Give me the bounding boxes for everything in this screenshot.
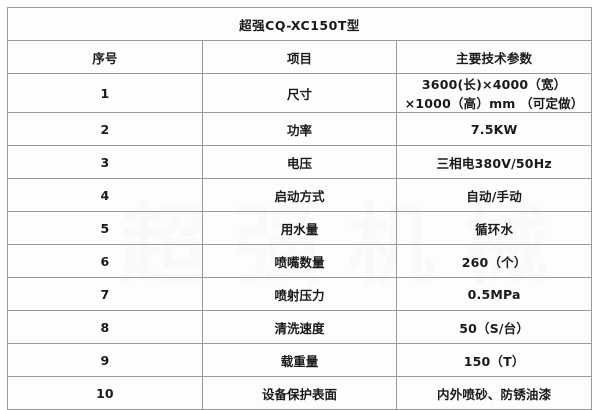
table-row: 5 用水量 循环水 [7, 211, 592, 245]
table-row: 7 喷射压力 0.5MPa [7, 277, 592, 311]
column-header-item: 项目 [201, 40, 398, 74]
row-index: 10 [7, 376, 203, 410]
table-row: 3 电压 三相电380V/50Hz [7, 145, 592, 179]
row-index: 3 [7, 145, 203, 179]
table-row: 6 喷嘴数量 260（个） [7, 244, 592, 278]
row-index: 7 [7, 277, 203, 311]
table-row: 2 功率 7.5KW [7, 112, 592, 146]
table-title-row: 超强CQ-XC150T型 [7, 7, 592, 41]
row-index: 1 [7, 73, 203, 113]
row-item: 清洗速度 [201, 310, 398, 344]
row-value: 0.5MPa [396, 277, 592, 311]
row-item: 用水量 [201, 211, 398, 245]
page-title: 超强CQ-XC150T型 [7, 7, 592, 41]
row-value: 260（个） [396, 244, 592, 278]
row-item: 电压 [201, 145, 398, 179]
column-header-parameters: 主要技术参数 [396, 40, 592, 74]
row-value: 三相电380V/50Hz [396, 145, 592, 179]
spec-table-container: 超强CQ-XC150T型 序号 项目 主要技术参数 1 尺寸 3600(长)×4… [7, 7, 592, 410]
spec-table-body: 超强CQ-XC150T型 序号 项目 主要技术参数 1 尺寸 3600(长)×4… [7, 7, 592, 410]
specification-table: 超强CQ-XC150T型 序号 项目 主要技术参数 1 尺寸 3600(长)×4… [7, 7, 592, 410]
row-value: 7.5KW [396, 112, 592, 146]
table-row: 10 设备保护表面 内外喷砂、防锈油漆 [7, 376, 592, 410]
row-value: 150（T） [396, 343, 592, 377]
row-value: 内外喷砂、防锈油漆 [396, 376, 592, 410]
table-header-row: 序号 项目 主要技术参数 [7, 40, 592, 74]
row-value: 循环水 [396, 211, 592, 245]
table-row: 9 载重量 150（T） [7, 343, 592, 377]
row-item: 尺寸 [201, 73, 398, 113]
row-index: 9 [7, 343, 203, 377]
row-item: 设备保护表面 [201, 376, 398, 410]
column-header-index: 序号 [7, 40, 203, 74]
row-value: 3600(长)×4000（宽）×1000（高）mm （可定做） [396, 73, 592, 113]
row-value: 50（S/台） [396, 310, 592, 344]
row-item: 功率 [201, 112, 398, 146]
row-item: 载重量 [201, 343, 398, 377]
row-item: 启动方式 [201, 178, 398, 212]
row-index: 6 [7, 244, 203, 278]
table-row: 1 尺寸 3600(长)×4000（宽）×1000（高）mm （可定做） [7, 73, 592, 113]
row-item: 喷射压力 [201, 277, 398, 311]
row-value: 自动/手动 [396, 178, 592, 212]
row-index: 5 [7, 211, 203, 245]
row-index: 8 [7, 310, 203, 344]
row-index: 4 [7, 178, 203, 212]
table-row: 4 启动方式 自动/手动 [7, 178, 592, 212]
row-item: 喷嘴数量 [201, 244, 398, 278]
table-row: 8 清洗速度 50（S/台） [7, 310, 592, 344]
row-index: 2 [7, 112, 203, 146]
